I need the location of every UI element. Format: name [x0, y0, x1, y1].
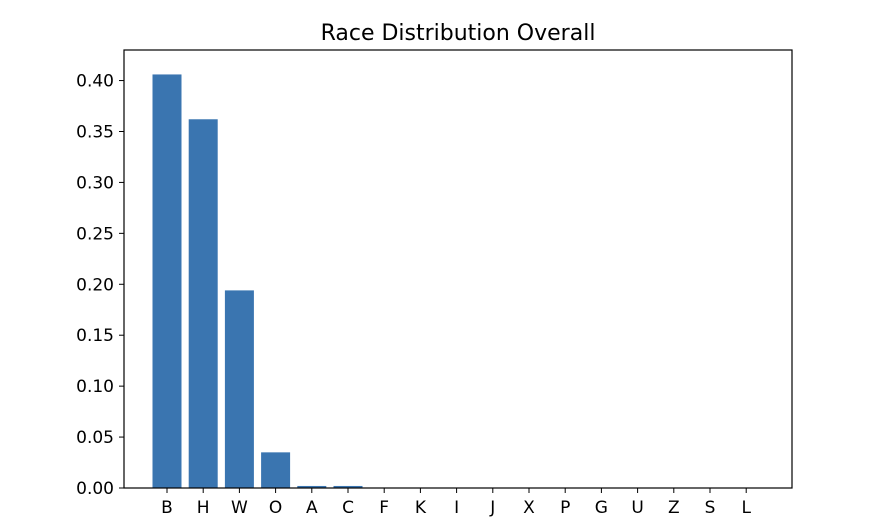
x-tick-label: U — [631, 498, 643, 518]
y-tick-label: 0.05 — [76, 428, 114, 448]
x-tick-label: S — [705, 498, 716, 518]
x-tick-label: H — [197, 498, 210, 518]
y-tick-label: 0.35 — [76, 122, 114, 142]
x-tick-label: F — [379, 498, 389, 518]
bar-H — [188, 119, 218, 489]
x-tick-label: P — [560, 498, 570, 518]
x-tick-label: W — [231, 498, 248, 518]
y-tick-label: 0.15 — [76, 326, 114, 346]
x-tick-label: J — [489, 498, 495, 518]
x-tick-label: O — [269, 498, 282, 518]
x-tick-label: K — [415, 498, 427, 518]
x-tick-label: G — [595, 498, 608, 518]
x-tick-label: I — [454, 498, 459, 518]
x-tick-label: A — [306, 498, 318, 518]
x-tick-label: X — [523, 498, 535, 518]
y-tick-label: 0.10 — [76, 377, 114, 397]
bar-A — [297, 485, 327, 488]
y-axis: 0.00 0.05 0.10 0.15 0.20 0.25 0.30 0.35 0.40 — [76, 72, 124, 499]
plot-frame — [123, 49, 793, 489]
y-tick-label: 0.30 — [76, 173, 114, 193]
bar-C — [333, 485, 363, 488]
bar-W — [224, 290, 254, 488]
x-tick-label: B — [161, 498, 173, 518]
x-tick-label: Z — [668, 498, 680, 518]
bars-layer — [152, 74, 580, 489]
bar-B — [152, 74, 182, 489]
y-tick-label: 0.25 — [76, 224, 114, 244]
y-tick-label: 0.00 — [76, 479, 114, 499]
x-tick-label: C — [342, 498, 354, 518]
y-tick-label: 0.40 — [76, 72, 114, 92]
y-tick-label: 0.20 — [76, 275, 114, 295]
bar-O — [261, 452, 291, 488]
chart-title: Race Distribution Overall — [321, 21, 596, 46]
x-tick-label: L — [741, 498, 751, 518]
